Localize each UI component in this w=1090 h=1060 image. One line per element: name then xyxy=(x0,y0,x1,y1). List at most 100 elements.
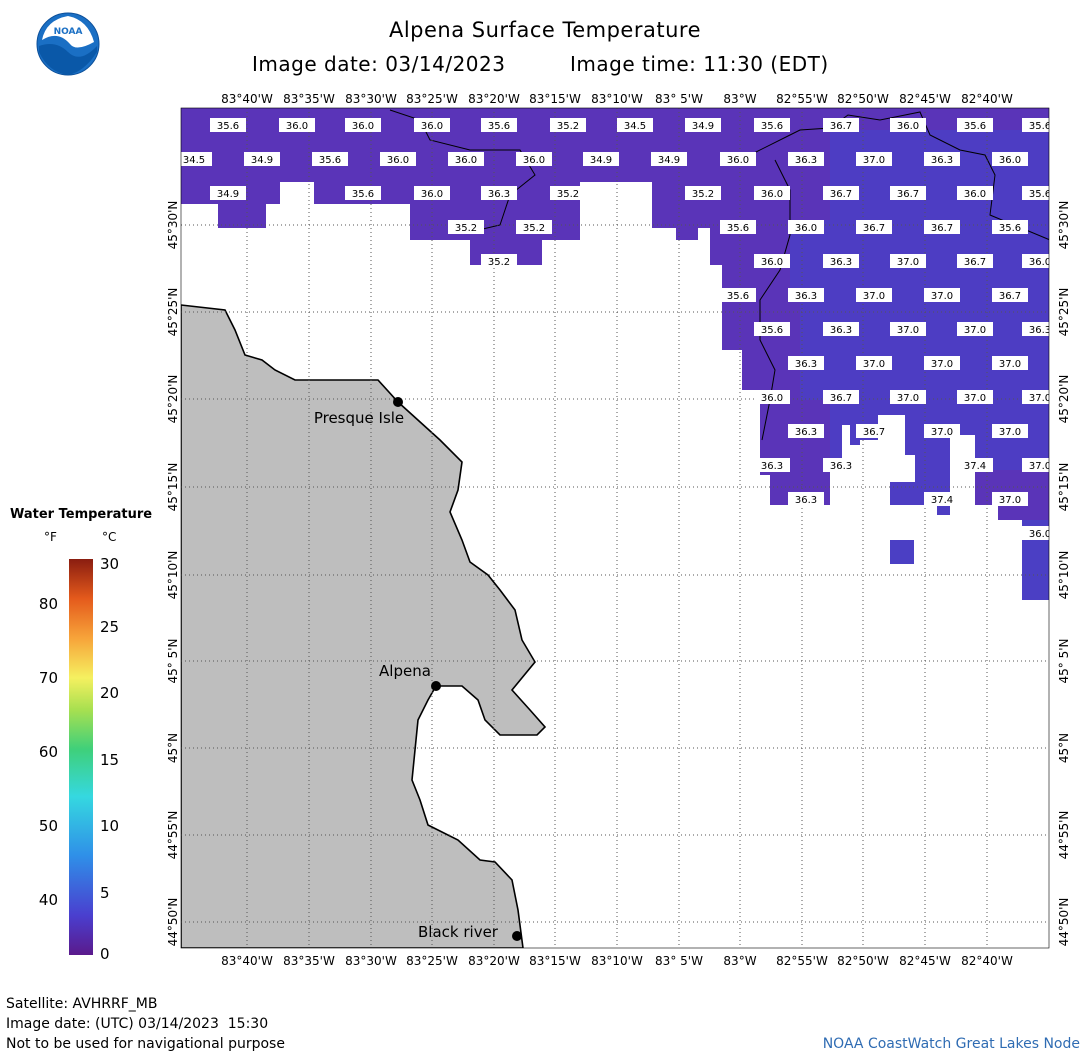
svg-text:36.3: 36.3 xyxy=(1029,325,1051,336)
temperature-label: 37.0 xyxy=(856,356,892,370)
svg-text:36.7: 36.7 xyxy=(830,393,852,404)
svg-text:35.2: 35.2 xyxy=(523,223,545,234)
svg-text:36.3: 36.3 xyxy=(830,257,852,268)
temperature-label: 36.7 xyxy=(890,186,926,200)
temperature-label: 36.7 xyxy=(856,424,892,438)
svg-text:36.7: 36.7 xyxy=(897,189,919,200)
temperature-label: 37.0 xyxy=(1022,390,1049,404)
lat-tick-label: 44°50'N xyxy=(1057,898,1071,947)
temperature-label: 37.0 xyxy=(924,424,960,438)
legend-tick-f: 80 xyxy=(39,595,58,613)
svg-text:36.0: 36.0 xyxy=(1029,257,1051,268)
city-marker xyxy=(512,931,522,941)
lat-tick-label: 45°10'N xyxy=(1057,551,1071,600)
temperature-label: 35.6 xyxy=(720,220,756,234)
temperature-label: 35.6 xyxy=(754,322,790,336)
temperature-label: 35.6 xyxy=(992,220,1028,234)
svg-text:34.9: 34.9 xyxy=(590,155,612,166)
legend-tick-f: 70 xyxy=(39,669,58,687)
svg-text:37.0: 37.0 xyxy=(863,291,885,302)
svg-text:34.5: 34.5 xyxy=(183,155,205,166)
svg-text:36.0: 36.0 xyxy=(761,257,783,268)
legend-tick-f: 40 xyxy=(39,891,58,909)
temperature-label: 35.6 xyxy=(312,152,348,166)
page-title: Alpena Surface Temperature xyxy=(388,18,701,42)
svg-text:35.6: 35.6 xyxy=(761,121,783,132)
city-label: Alpena xyxy=(379,662,431,680)
legend-title: Water Temperature xyxy=(10,507,153,522)
svg-text:36.7: 36.7 xyxy=(830,189,852,200)
svg-text:36.3: 36.3 xyxy=(795,495,817,506)
city-marker xyxy=(431,681,441,691)
svg-text:35.2: 35.2 xyxy=(692,189,714,200)
lat-tick-label: 45°10'N xyxy=(166,551,180,600)
lat-tick-label: 45°15'N xyxy=(1057,463,1071,512)
svg-text:36.0: 36.0 xyxy=(761,393,783,404)
legend-unit-f: °F xyxy=(44,530,57,544)
svg-text:37.0: 37.0 xyxy=(897,393,919,404)
svg-text:37.0: 37.0 xyxy=(999,359,1021,370)
svg-text:36.0: 36.0 xyxy=(964,189,986,200)
svg-text:36.7: 36.7 xyxy=(830,121,852,132)
temperature-label: 35.6 xyxy=(754,118,790,132)
svg-text:36.0: 36.0 xyxy=(455,155,477,166)
legend-unit-c: °C xyxy=(102,530,117,544)
svg-text:36.0: 36.0 xyxy=(421,189,443,200)
lat-tick-label: 45° 5'N xyxy=(1057,639,1071,684)
legend-tick-f: 60 xyxy=(39,743,58,761)
temperature-label: 36.0 xyxy=(279,118,315,132)
temperature-label: 36.3 xyxy=(823,254,859,268)
lon-tick-label: 83°10'W xyxy=(591,954,643,968)
boundary-line xyxy=(749,111,1049,241)
svg-text:36.7: 36.7 xyxy=(863,427,885,438)
svg-text:36.3: 36.3 xyxy=(830,325,852,336)
temperature-label: 37.0 xyxy=(890,322,926,336)
legend-tick-c: 10 xyxy=(100,817,119,835)
svg-text:35.6: 35.6 xyxy=(319,155,341,166)
temperature-label: 36.0 xyxy=(754,390,790,404)
svg-text:36.7: 36.7 xyxy=(931,223,953,234)
temperature-label: 36.3 xyxy=(788,356,824,370)
temperature-label: 36.7 xyxy=(823,186,859,200)
temperature-label: 37.0 xyxy=(924,356,960,370)
svg-text:36.3: 36.3 xyxy=(795,155,817,166)
temperature-label: 36.3 xyxy=(788,152,824,166)
svg-text:36.3: 36.3 xyxy=(488,189,510,200)
temperature-label: 35.2 xyxy=(550,186,586,200)
svg-text:36.0: 36.0 xyxy=(897,121,919,132)
legend-tick-c: 5 xyxy=(100,884,110,902)
temperature-label: 36.0 xyxy=(516,152,552,166)
temperature-label: 35.2 xyxy=(516,220,552,234)
svg-text:37.0: 37.0 xyxy=(931,291,953,302)
temperature-label: 35.6 xyxy=(957,118,993,132)
svg-text:36.0: 36.0 xyxy=(523,155,545,166)
temperature-label: 35.6 xyxy=(210,118,246,132)
temperature-label: 36.0 xyxy=(414,186,450,200)
map-frame xyxy=(180,107,1050,949)
temperature-label: 36.3 xyxy=(788,424,824,438)
city-label: Presque Isle xyxy=(314,409,404,427)
image-time: Image time: 11:30 (EDT) xyxy=(570,52,829,76)
temperature-label: 37.0 xyxy=(957,390,993,404)
svg-text:37.4: 37.4 xyxy=(964,461,986,472)
lat-tick-label: 45°30'N xyxy=(166,201,180,250)
svg-text:34.5: 34.5 xyxy=(624,121,646,132)
temperature-label: 35.6 xyxy=(1022,186,1049,200)
temperature-label: 34.9 xyxy=(244,152,280,166)
utc-date-label: Image date: (UTC) 03/14/2023 15:30 xyxy=(6,1016,269,1032)
temperature-label: 36.0 xyxy=(448,152,484,166)
svg-text:37.0: 37.0 xyxy=(863,359,885,370)
temperature-label: 34.5 xyxy=(617,118,653,132)
svg-text:36.0: 36.0 xyxy=(727,155,749,166)
svg-text:35.6: 35.6 xyxy=(217,121,239,132)
lon-tick-label: 82°50'W xyxy=(837,92,889,106)
water-patch xyxy=(890,540,914,564)
lon-tick-label: 83°30'W xyxy=(345,954,397,968)
svg-text:37.0: 37.0 xyxy=(999,495,1021,506)
temperature-label: 36.3 xyxy=(788,492,824,506)
svg-text:37.0: 37.0 xyxy=(931,359,953,370)
temperature-label: 36.0 xyxy=(788,220,824,234)
lon-tick-label: 83°20'W xyxy=(468,954,520,968)
